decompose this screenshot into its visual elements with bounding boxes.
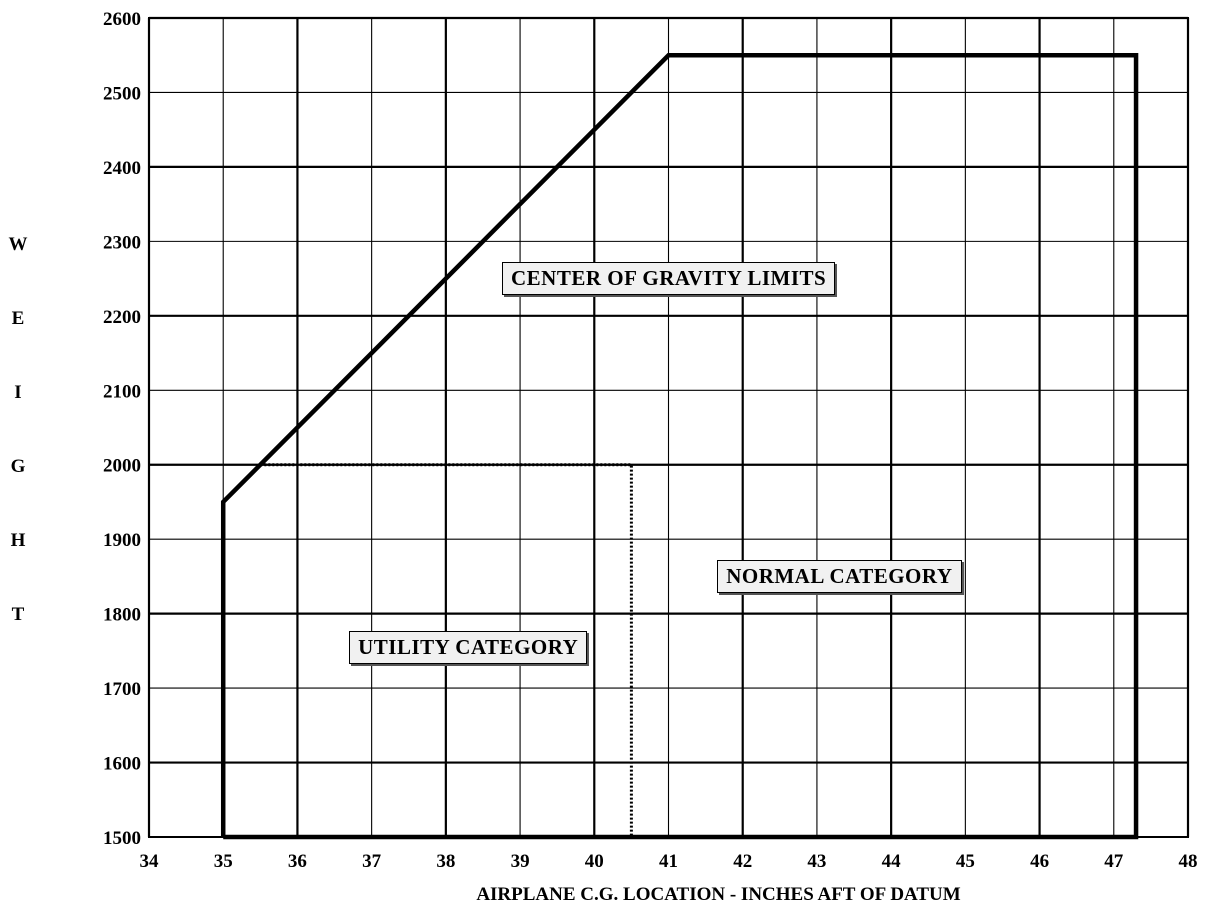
y-tick-label-1600: 1600 — [103, 754, 141, 775]
annotation-utility-category: UTILITY CATEGORY — [349, 630, 588, 664]
y-tick-label-1700: 1700 — [103, 679, 141, 700]
y-tick-labels: 1500 1600 1700 1800 1900 2000 2100 2200 2300 2400… — [103, 9, 141, 849]
annotation-center-of-gravity-limits: CENTER OF GRAVITY LIMITS — [502, 262, 836, 296]
x-tick-labels: 34 35 36 37 38 39 40 41 42 43 44 45 46 47 48 — [140, 851, 1198, 872]
x-tick-label-45: 45 — [956, 851, 975, 872]
y-tick-label-2300: 2300 — [103, 232, 141, 253]
y-axis-title: W E I G H T — [9, 234, 28, 625]
grid-lines — [147, 16, 1190, 838]
y-axis-title-letter: I — [14, 382, 21, 403]
y-tick-label-1800: 1800 — [103, 605, 141, 626]
y-axis-title-letter: W — [9, 234, 28, 255]
series-normal-envelope — [220, 52, 1139, 840]
x-tick-label-38: 38 — [436, 851, 455, 872]
x-tick-label-39: 39 — [511, 851, 530, 872]
x-tick-label-46: 46 — [1030, 851, 1049, 872]
x-tick-label-44: 44 — [882, 851, 902, 872]
y-axis-title-letter: T — [12, 604, 25, 625]
x-tick-label-40: 40 — [585, 851, 604, 872]
series-group — [220, 52, 1139, 840]
y-tick-label-2500: 2500 — [103, 83, 141, 104]
x-tick-label-48: 48 — [1179, 851, 1198, 872]
y-tick-label-2000: 2000 — [103, 456, 141, 477]
y-tick-label-2200: 2200 — [103, 307, 141, 328]
y-axis-title-letter: H — [11, 530, 26, 551]
x-axis-title: AIRPLANE C.G. LOCATION - INCHES AFT OF D… — [476, 884, 960, 905]
x-tick-label-36: 36 — [288, 851, 307, 872]
x-tick-label-37: 37 — [362, 851, 382, 872]
annotation-normal-category: NORMAL CATEGORY — [717, 559, 962, 593]
x-tick-label-41: 41 — [659, 851, 678, 872]
y-tick-label-1500: 1500 — [103, 828, 141, 849]
x-tick-label-35: 35 — [214, 851, 233, 872]
y-tick-label-2100: 2100 — [103, 381, 141, 402]
x-tick-label-34: 34 — [140, 851, 160, 872]
x-tick-label-43: 43 — [807, 851, 826, 872]
y-tick-label-1900: 1900 — [103, 530, 141, 551]
y-axis-title-letter: E — [12, 308, 25, 329]
x-tick-label-42: 42 — [733, 851, 752, 872]
x-tick-label-47: 47 — [1104, 851, 1124, 872]
y-tick-label-2600: 2600 — [103, 9, 141, 30]
y-tick-label-2400: 2400 — [103, 158, 141, 179]
y-axis-title-letter: G — [11, 456, 26, 477]
